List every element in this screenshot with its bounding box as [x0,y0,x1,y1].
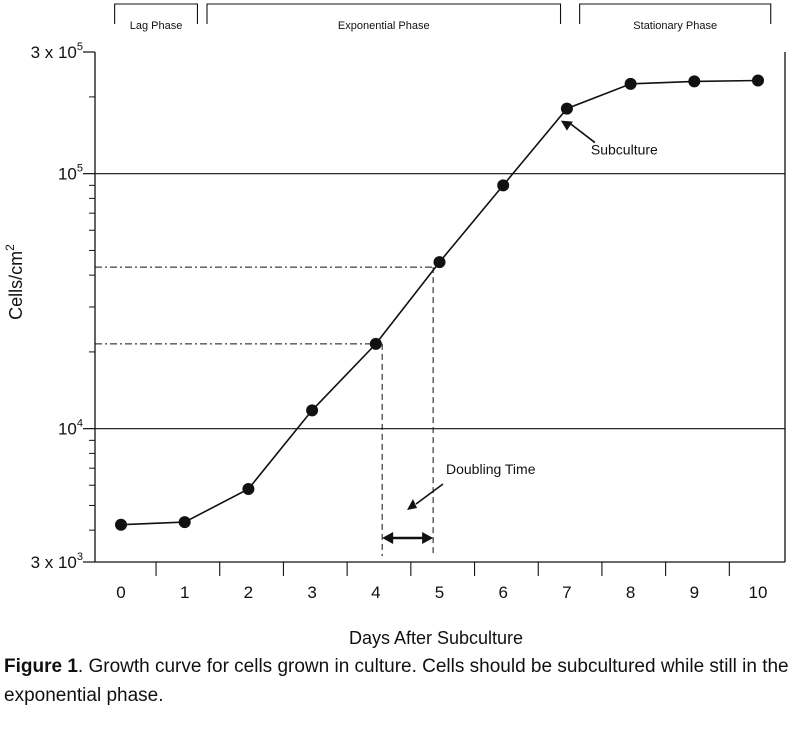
phase-label: Stationary Phase [633,20,717,32]
data-point [560,102,573,115]
y-tick-label: 105 [58,163,83,184]
subculture-label: Subculture [591,142,658,158]
phase-label: Lag Phase [130,20,183,32]
y-tick-label-exp: 3 [77,551,83,563]
figure-caption-text: . Growth curve for cells grown in cultur… [4,656,789,706]
x-tick-label: 9 [690,583,699,602]
subculture-arrowhead [560,120,573,131]
data-point [497,179,510,192]
x-tick-label: 8 [626,583,635,602]
data-point [624,77,637,90]
y-tick-label-exp: 5 [77,163,83,175]
y-tick-label-base: 10 [58,420,77,439]
series-growth [115,74,764,531]
phase-brackets: Lag Phase Exponential Phase Stationary Pha… [114,3,772,32]
doubling-time-arrowhead-left [382,532,394,544]
data-point [178,516,191,529]
x-tick-label: 1 [180,583,189,602]
x-tick-label: 6 [498,583,507,602]
y-tick-label: 104 [58,418,83,439]
y-tick-label-base: 10 [58,165,77,184]
growth-curve-chart: Lag Phase Exponential Phase Stationary Pha… [3,3,786,648]
data-point [433,256,446,269]
y-tick-label-exp: 5 [77,41,83,53]
y-tick-label: 3 x 105 [31,41,83,62]
x-tick-label: 2 [244,583,253,602]
x-tick-label: 7 [562,583,571,602]
doubling-time-pointer-head [407,499,417,510]
y-axis-label-sup: 2 [3,244,17,251]
data-point [752,74,764,87]
x-axis-ticks: 0 1 2 3 4 5 6 7 8 9 10 [116,562,767,602]
y-tick-label-exp: 4 [77,418,83,430]
doubling-time-arrowhead-right [422,532,434,544]
series-line [120,79,759,526]
x-axis-label: Days After Subculture [349,628,523,648]
phase-label: Exponential Phase [338,20,430,32]
doubling-time-label: Doubling Time [446,461,536,477]
data-point [306,404,319,417]
y-tick-label-base: 3 x 10 [31,43,77,62]
figure-label: Figure 1 [4,656,78,677]
y-tick-label: 3 x 103 [31,551,83,572]
x-tick-label: 10 [749,583,768,602]
y-tick-label-base: 3 x 10 [31,553,77,572]
x-tick-label: 4 [371,583,380,602]
phase-bracket [114,3,198,24]
data-point [369,337,382,350]
x-tick-label: 3 [307,583,316,602]
data-point [242,482,255,495]
grid-lines [95,173,785,430]
y-axis-label-main: Cells/cm [6,251,26,320]
data-point [115,518,127,531]
phase-bracket [206,3,562,24]
x-tick-label: 0 [116,583,125,602]
phase-bracket [579,3,772,24]
x-tick-label: 5 [435,583,444,602]
doubling-guides [95,266,434,556]
data-point [688,75,701,88]
figure-caption: Figure 1. Growth curve for cells grown i… [4,652,800,710]
y-axis-label: Cells/cm2 [3,244,26,320]
subculture-pointer [568,121,596,144]
annotations: Subculture Doubling Time [407,120,658,510]
doubling-time-pointer [415,483,444,505]
